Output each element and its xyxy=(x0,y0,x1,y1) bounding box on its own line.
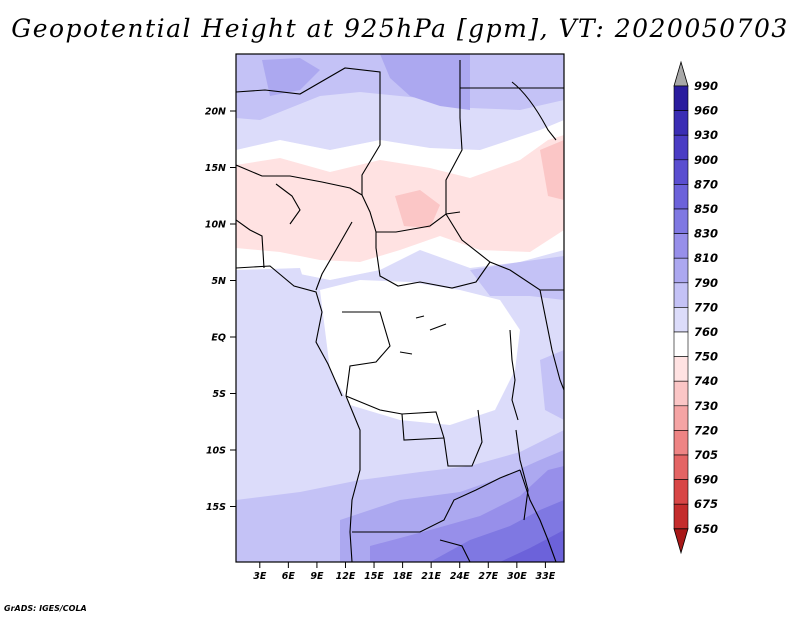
colorbar-label: 730 xyxy=(694,399,718,413)
colorbar-swatch xyxy=(673,503,689,530)
colorbar-swatch xyxy=(673,331,689,357)
colorbar-swatch xyxy=(673,454,689,480)
colorbar-swatch xyxy=(673,405,689,431)
lon-tick-label: 27E xyxy=(478,571,498,582)
colorbar-label: 990 xyxy=(694,79,718,93)
lon-tick-label: 15E xyxy=(364,571,384,582)
lon-tick-label: 18E xyxy=(393,571,413,582)
lat-tick-label: 10S xyxy=(206,446,226,457)
colorbar-swatch xyxy=(673,134,689,161)
lon-tick-label: 9E xyxy=(310,571,324,582)
longitude-axis: 3E 6E 9E 12E 15E 18E 21E 24E 27E 30E 33E xyxy=(253,562,556,582)
colorbar-swatch xyxy=(673,85,689,111)
lat-tick-label: 15N xyxy=(205,163,226,174)
height-field-shading xyxy=(236,54,564,562)
colorbar-label: 770 xyxy=(694,300,718,314)
colorbar-swatch xyxy=(673,233,689,259)
lat-tick-label: 5S xyxy=(213,389,227,400)
colorbar-label: 705 xyxy=(694,448,718,462)
colorbar-top-arrow xyxy=(673,60,689,87)
colorbar-label: 960 xyxy=(694,104,718,118)
colorbar-swatch xyxy=(673,159,689,185)
lon-tick-label: 6E xyxy=(282,571,296,582)
colorbar: 990 960 930 900 870 850 830 810 790 770 760 750 740 7… xyxy=(673,60,718,555)
lon-tick-label: 24E xyxy=(450,571,470,582)
colorbar-swatch xyxy=(673,307,689,333)
colorbar-label: 650 xyxy=(694,522,718,536)
colorbar-label: 690 xyxy=(694,473,718,487)
colorbar-swatch xyxy=(673,257,689,284)
map-frame xyxy=(235,53,565,563)
colorbar-swatch xyxy=(673,430,689,456)
colorbar-swatch xyxy=(673,184,689,210)
colorbar-label: 930 xyxy=(694,128,718,142)
colorbar-label: 760 xyxy=(694,325,718,339)
colorbar-swatch xyxy=(673,208,689,234)
lon-tick-label: 12E xyxy=(336,571,356,582)
colorbar-label: 750 xyxy=(694,350,718,364)
colorbar-label: 850 xyxy=(694,202,718,216)
colorbar-swatch xyxy=(673,380,689,407)
lat-tick-label: 5N xyxy=(211,276,226,287)
colorbar-label: 675 xyxy=(694,497,718,511)
lat-tick-label: 20N xyxy=(205,107,226,118)
lon-tick-label: 33E xyxy=(536,571,556,582)
grads-credit: GrADS: IGES/COLA xyxy=(4,604,87,613)
lat-tick-label: 10N xyxy=(205,220,226,231)
lon-tick-label: 30E xyxy=(507,571,527,582)
colorbar-label: 810 xyxy=(694,251,718,265)
latitude-axis: 20N 15N 10N 5N EQ 5S 10S 15S xyxy=(205,107,236,513)
colorbar-bottom-arrow xyxy=(673,528,689,555)
colorbar-label: 830 xyxy=(694,227,718,241)
colorbar-swatch xyxy=(673,479,689,505)
map-title: Geopotential Height at 925hPa [gpm], VT:… xyxy=(11,14,789,43)
colorbar-label: 900 xyxy=(694,153,718,167)
lat-tick-label: EQ xyxy=(211,333,226,344)
colorbar-swatch xyxy=(673,110,689,136)
colorbar-label: 720 xyxy=(694,423,718,437)
lon-tick-label: 3E xyxy=(253,571,267,582)
colorbar-label: 870 xyxy=(694,177,718,191)
colorbar-label: 740 xyxy=(694,374,718,388)
country-boundaries xyxy=(236,60,564,562)
colorbar-swatch xyxy=(673,356,689,382)
lon-tick-label: 21E xyxy=(421,571,441,582)
colorbar-label: 790 xyxy=(694,276,718,290)
colorbar-swatch xyxy=(673,282,689,308)
lat-tick-label: 15S xyxy=(206,502,226,513)
